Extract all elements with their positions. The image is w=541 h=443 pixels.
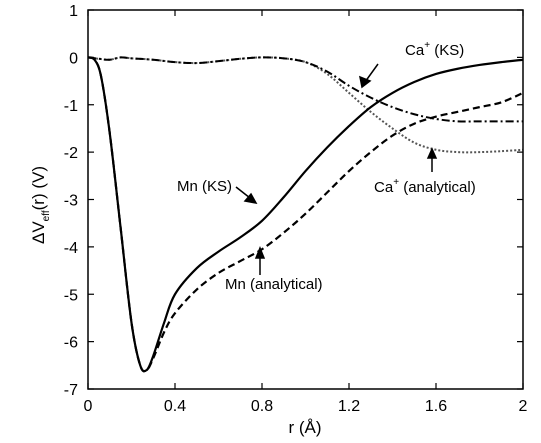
plot-lines (87, 56, 524, 373)
x-tick-label: 1.6 (425, 398, 447, 415)
plot-frame (87, 9, 524, 390)
arrow-ca-ks (364, 63, 379, 83)
arrow-ca-analytical-head (426, 147, 438, 159)
arrow-mn-ks (235, 186, 251, 199)
x-tick-label: 0 (84, 398, 93, 415)
series-line-dotted (87, 56, 524, 154)
x-axis-label-symbol: r (288, 418, 294, 437)
x-axis-label-unit: (Å) (299, 418, 322, 437)
series-line-solid (87, 56, 524, 373)
series-line-dashed (87, 56, 524, 373)
y-axis-label-suffix: (r) (29, 193, 48, 210)
annotation-mn-analytical: Mn (analytical) (225, 276, 323, 293)
annotation-ca-ks: Ca+ (KS) (405, 40, 464, 59)
annotation-mn-ks: Mn (KS) (177, 178, 232, 195)
x-tick-label: 2 (519, 398, 528, 415)
y-tick-label: -3 (64, 193, 78, 210)
x-tick-label: 0.4 (164, 398, 186, 415)
x-tick-label: 1.2 (338, 398, 360, 415)
y-tick-label: 1 (69, 3, 78, 20)
y-tick-label: -6 (64, 335, 78, 352)
y-axis-label: ΔVeff(r) (V) (29, 166, 52, 244)
arrow-ca-ks-head (358, 75, 372, 89)
arrow-mn-analytical-head (254, 245, 266, 259)
arrow-mn-ks-head (243, 192, 258, 205)
y-axis-label-sub: eff (41, 210, 52, 221)
series-line-dashdot (87, 56, 523, 123)
y-tick-label: -1 (64, 98, 78, 115)
y-tick-label: 0 (69, 50, 78, 67)
y-tick-label: -5 (64, 287, 78, 304)
y-axis-label-unit: (V) (29, 166, 48, 189)
x-axis-label: r (Å) (288, 418, 321, 437)
annotation-arrows (235, 63, 438, 275)
axis-ticks: 0 0.4 0.8 1.2 1.6 2 1 0 -1 -2 -3 -4 -5 -6 -7 (64, 3, 528, 415)
x-tick-label: 0.8 (251, 398, 273, 415)
y-axis-label-prefix: ΔV (29, 221, 48, 244)
y-tick-label: -7 (64, 382, 78, 399)
y-tick-label: -2 (64, 145, 78, 162)
annotation-ca-analytical: Ca+ (analytical) (374, 177, 476, 196)
y-tick-label: -4 (64, 240, 78, 257)
